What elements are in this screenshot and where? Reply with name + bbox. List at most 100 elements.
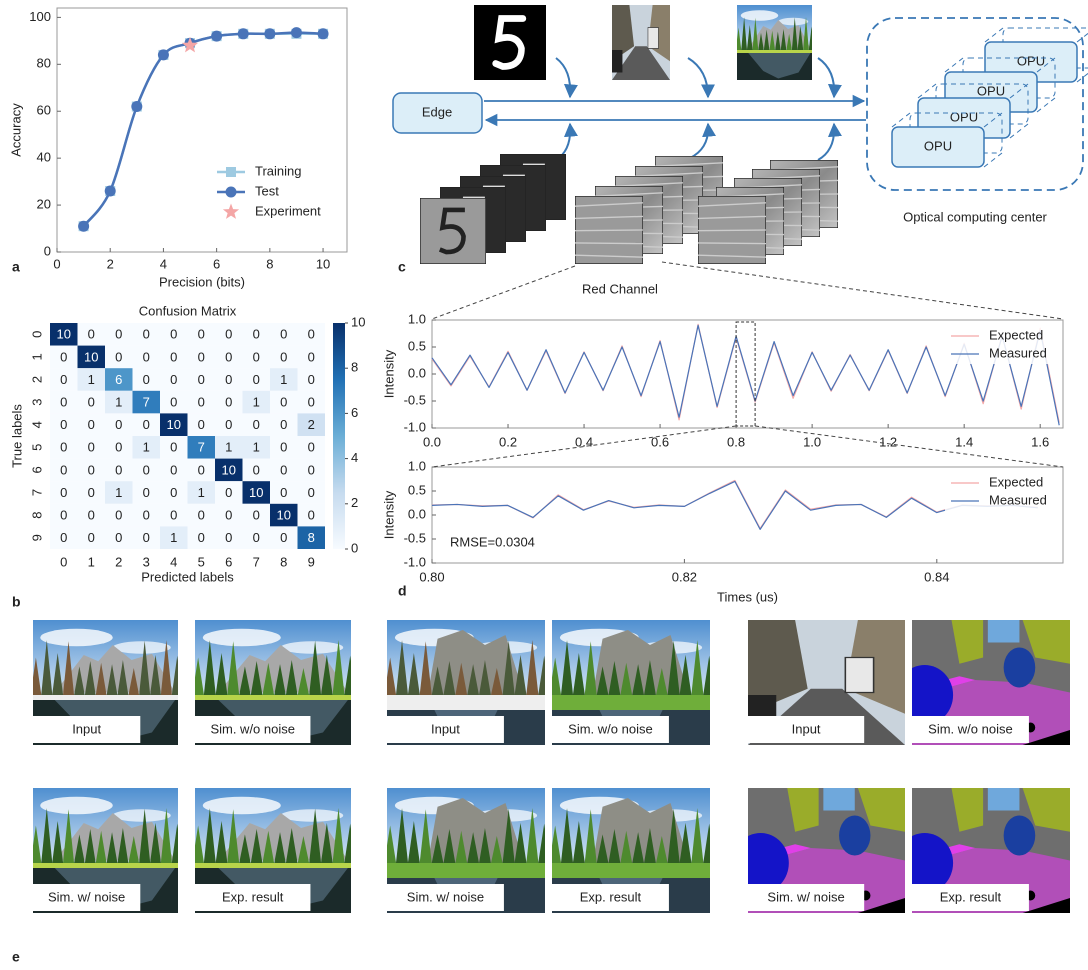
texture: [635, 172, 703, 177]
tree: [431, 666, 444, 698]
y-tick-label: 1.0: [408, 458, 426, 473]
thumbnails: [33, 5, 1070, 913]
cell-label: 0: [170, 485, 177, 500]
tree: [803, 17, 809, 52]
cell-label: 0: [143, 508, 150, 523]
cell-label: 0: [308, 349, 315, 364]
cell-label: 0: [308, 395, 315, 410]
cell-label: 0: [60, 372, 67, 387]
tree: [791, 17, 798, 52]
panel-label: d: [398, 583, 407, 599]
marker: [264, 28, 276, 40]
caption-box: [387, 716, 504, 743]
seg-veg: [951, 620, 984, 664]
marker: [211, 30, 223, 42]
digit: [438, 207, 466, 255]
tree: [526, 808, 539, 866]
colorbar-label: 2: [351, 495, 358, 510]
heatmap-cell: [105, 368, 133, 391]
heatmap-cell: [270, 390, 298, 414]
x-tick-label: 0.2: [499, 434, 517, 449]
marker: [181, 37, 199, 53]
tree: [51, 821, 64, 866]
tree: [62, 809, 75, 866]
heatmap-cell: [187, 368, 215, 391]
tree: [238, 834, 252, 866]
heatmap-cell: [270, 323, 298, 346]
heatmap-cell: [132, 390, 160, 414]
x-axis-label: Times (us): [717, 589, 778, 604]
tree: [552, 657, 562, 698]
heatmap-cell: [297, 390, 325, 414]
tree: [343, 823, 351, 866]
tree: [395, 640, 409, 698]
opu-edge: [944, 57, 964, 73]
shore: [737, 50, 812, 53]
y-tick-label: 60: [37, 103, 51, 118]
tree: [308, 640, 322, 698]
colorbar-label: 10: [351, 314, 365, 329]
marker: [157, 49, 169, 61]
texture: [655, 162, 723, 167]
series-line: [82, 32, 324, 227]
tree: [84, 661, 97, 698]
cell-label: 10: [249, 485, 263, 500]
seg-veg: [951, 788, 984, 832]
tree: [691, 640, 704, 698]
image-caption: Sim. w/o noise: [568, 721, 653, 736]
feature-label: Red Channel: [582, 281, 658, 296]
cloud: [112, 641, 171, 654]
cell-label: 0: [88, 508, 95, 523]
cell-label: 1: [115, 395, 122, 410]
cell-label: 0: [170, 327, 177, 342]
tree: [40, 640, 53, 698]
heatmap-cell: [105, 481, 133, 504]
y-tick-label: 9: [29, 534, 44, 541]
opu-edge: [983, 152, 1003, 168]
image: [575, 196, 643, 264]
water: [737, 53, 812, 80]
node-label: OPU: [977, 83, 1005, 98]
colorbar-label: 6: [351, 405, 358, 420]
tree: [226, 809, 240, 866]
y-tick-label: 4: [29, 421, 44, 428]
tree: [332, 808, 345, 866]
image: [195, 788, 351, 913]
heatmap-cell: [242, 503, 270, 527]
cell-label: 0: [280, 530, 287, 545]
heatmap-cell: [132, 413, 160, 436]
heatmap-cell: [297, 368, 325, 391]
cell-label: 0: [198, 417, 205, 432]
heatmap-cell: [77, 345, 105, 369]
tree: [419, 809, 433, 866]
heatmap-cell: [105, 345, 133, 369]
cell-label: 0: [198, 372, 205, 387]
y-tick-label: 1: [29, 353, 44, 360]
cloud: [40, 628, 113, 647]
y-tick-label: -1.0: [404, 554, 426, 569]
heatmap-cell: [105, 458, 133, 482]
image-caption: Exp. result: [222, 889, 284, 904]
image-caption: Exp. result: [940, 889, 1002, 904]
cell-label: 8: [308, 530, 315, 545]
heatmap-cell: [297, 503, 325, 527]
texture: [615, 182, 683, 187]
heatmap-cell: [77, 481, 105, 504]
heatmap-cell: [132, 368, 160, 391]
tree: [51, 653, 64, 698]
y-tick-label: 8: [29, 511, 44, 518]
cell-label: 0: [280, 395, 287, 410]
heatmap-cell: [132, 436, 160, 459]
heatmap-cell: [215, 458, 243, 482]
reflection: [748, 53, 811, 79]
x-tick-label: 4: [170, 554, 177, 569]
colorbar: [333, 323, 345, 549]
cell-label: 0: [115, 508, 122, 523]
heatmap-cell: [187, 458, 215, 482]
heatmap-cell: [132, 323, 160, 346]
heatmap-cell: [270, 413, 298, 436]
image-caption: Input: [792, 721, 821, 736]
tree: [514, 654, 527, 698]
tree: [560, 808, 574, 866]
